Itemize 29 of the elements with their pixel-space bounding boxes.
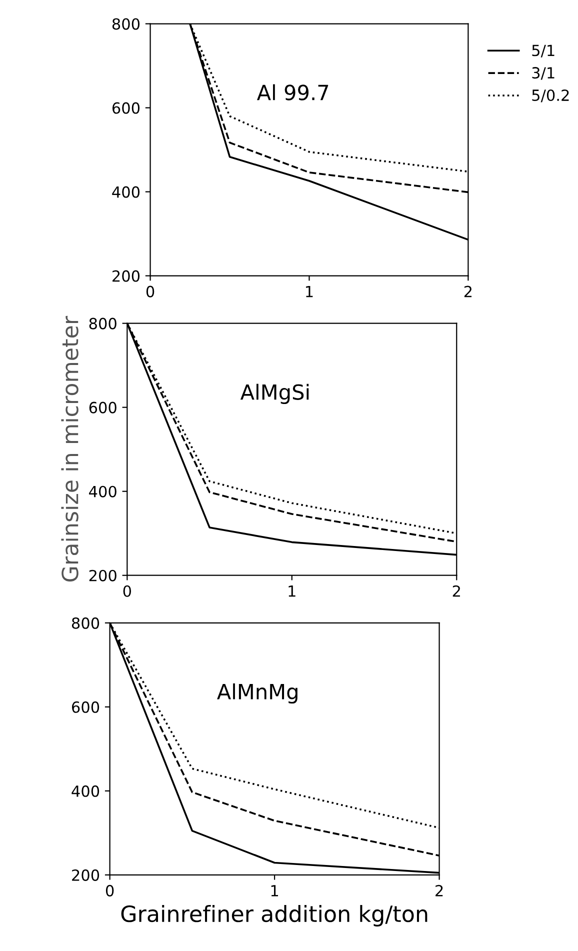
y-tick-label: 600 [112, 102, 140, 114]
legend-label: 5/0.2 [532, 89, 569, 102]
y-tick-label: 800 [72, 617, 100, 629]
x-tick-label: 2 [464, 286, 472, 298]
y-tick-label: 400 [89, 486, 116, 498]
y-tick-label: 400 [72, 785, 100, 797]
x-tick-label: 0 [106, 884, 114, 896]
y-tick-label: 200 [89, 570, 116, 582]
y-tick-label: 800 [89, 318, 116, 330]
text: AlMgSi [240, 384, 309, 404]
y-tick-label: 200 [72, 869, 100, 881]
x-axis-title: Grainrefiner addition kg/ton [121, 904, 428, 926]
x-tick-label: 1 [288, 586, 296, 597]
text: AlMnMg [217, 683, 298, 704]
y-tick-label: 800 [112, 18, 140, 30]
y-tick-label: 600 [89, 402, 116, 414]
y-tick-label: 600 [72, 701, 100, 713]
legend-label: 5/1 [532, 44, 554, 58]
x-tick-label: 0 [123, 585, 132, 597]
legend-label: 3/1 [532, 67, 554, 80]
y-tick-label: 200 [112, 270, 140, 282]
x-tick-label: 1 [306, 286, 313, 298]
y-tick-label: 400 [112, 186, 140, 198]
x-tick-label: 2 [452, 585, 460, 597]
y-axis-title: Grainsize in micrometer [61, 316, 78, 582]
x-tick-label: 1 [271, 885, 278, 896]
x-tick-label: 2 [436, 884, 443, 896]
x-tick-label: 0 [146, 286, 154, 298]
text: Al 99.7 [256, 84, 328, 100]
